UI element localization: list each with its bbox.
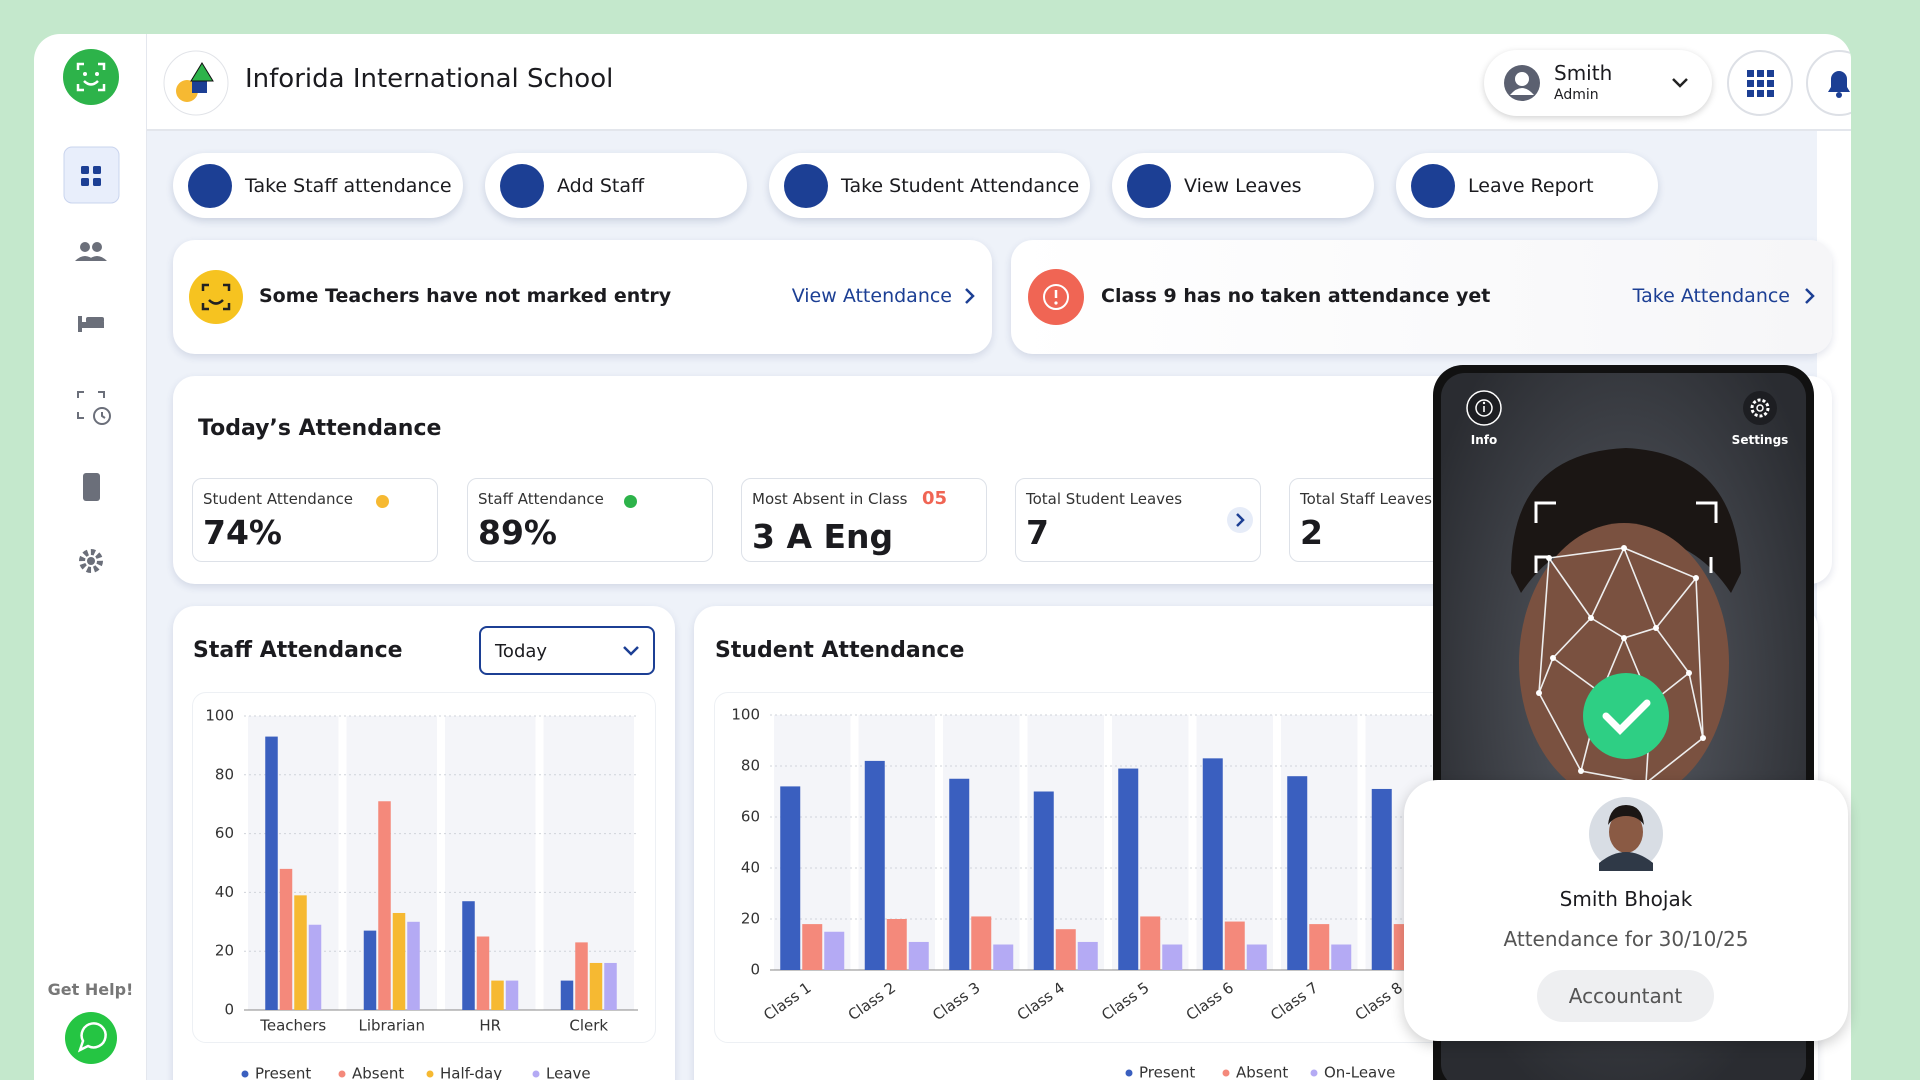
user-name: Smith xyxy=(1554,61,1613,85)
action-button[interactable]: Take Staff attendance xyxy=(173,153,463,218)
filter-label: Today xyxy=(495,641,548,662)
person-avatar xyxy=(1589,797,1663,871)
sidebar: Get Help! xyxy=(34,34,147,1080)
chart-card xyxy=(192,692,656,1043)
panel-title: Today’s Attendance xyxy=(198,416,442,441)
panel-title: Student Attendance xyxy=(715,638,965,663)
apps-button[interactable] xyxy=(1725,48,1795,118)
panel-title: Staff Attendance xyxy=(193,638,403,663)
stat-value: 2 xyxy=(1300,513,1323,552)
user-role: Admin xyxy=(1554,87,1599,103)
stat-label: Most Absent in Class xyxy=(752,490,908,508)
action-label: Add Staff xyxy=(557,174,645,197)
settings-label[interactable]: Settings xyxy=(1731,433,1789,447)
header: Inforida International School Smith Admi… xyxy=(147,34,1851,131)
action-label: Take Student Attendance xyxy=(841,174,1080,197)
alert-message: Class 9 has no taken attendance yet xyxy=(1101,285,1491,307)
stat-value: 3 A Eng xyxy=(752,517,894,556)
stat-label: Staff Attendance xyxy=(478,490,604,508)
stat-card: Most Absent in Class 05 3 A Eng xyxy=(741,478,987,562)
alert-message: Some Teachers have not marked entry xyxy=(259,285,672,307)
user-avatar xyxy=(1504,65,1540,101)
help-label: Get Help! xyxy=(47,980,134,999)
alert-link[interactable]: View Attendance xyxy=(791,285,952,307)
stat-card[interactable]: Total Student Leaves 7 xyxy=(1015,478,1261,562)
action-label: View Leaves xyxy=(1184,174,1302,197)
action-button[interactable]: Add Staff xyxy=(485,153,747,218)
person-name: Smith Bhojak xyxy=(1559,887,1693,911)
role-chip: Accountant xyxy=(1537,970,1714,1022)
alert-icon xyxy=(1028,269,1084,325)
action-button[interactable]: View Leaves xyxy=(1112,153,1374,218)
stat-card: Staff Attendance 89% xyxy=(467,478,713,562)
filter-dropdown[interactable]: Today xyxy=(479,626,655,675)
staff-panel: Staff Attendance Today xyxy=(173,606,675,1080)
action-button[interactable]: Leave Report xyxy=(1396,153,1658,218)
school-name: Inforida International School xyxy=(245,64,614,94)
stat-value: 7 xyxy=(1026,513,1049,552)
chevron xyxy=(1227,507,1253,533)
chevron xyxy=(1805,288,1815,304)
action-label: Take Staff attendance xyxy=(245,174,452,197)
action-label: Leave Report xyxy=(1468,174,1594,197)
chevron xyxy=(1672,78,1688,88)
chevron xyxy=(623,646,639,656)
sidebar-icons xyxy=(63,49,120,1064)
alert-card: Class 9 has no taken attendance yet Take… xyxy=(1011,240,1832,354)
chevron xyxy=(965,288,975,304)
notifications-button[interactable] xyxy=(1804,48,1851,118)
attendance-caption: Attendance for 30/10/25 xyxy=(1503,927,1749,951)
school-logo xyxy=(163,50,229,116)
stat-label: Student Attendance xyxy=(203,490,354,508)
user-menu[interactable]: Smith Admin xyxy=(1484,50,1712,116)
stat-label: Total Student Leaves xyxy=(1026,490,1183,508)
alert-link[interactable]: Take Attendance xyxy=(1632,285,1790,307)
info-label[interactable]: Info xyxy=(1470,433,1498,447)
stat-card: Student Attendance 74% xyxy=(192,478,438,562)
alert-card: Some Teachers have not marked entry View… xyxy=(173,240,992,354)
stat-value: 74% xyxy=(203,513,282,552)
alert-icon xyxy=(189,270,243,324)
stat-badge: 05 xyxy=(922,488,948,509)
stat-value: 89% xyxy=(478,513,557,552)
action-button[interactable]: Take Student Attendance xyxy=(769,153,1090,218)
stat-label: Total Staff Leaves xyxy=(1300,490,1432,508)
result-card: Smith Bhojak Attendance for 30/10/25 Acc… xyxy=(1404,780,1848,1041)
